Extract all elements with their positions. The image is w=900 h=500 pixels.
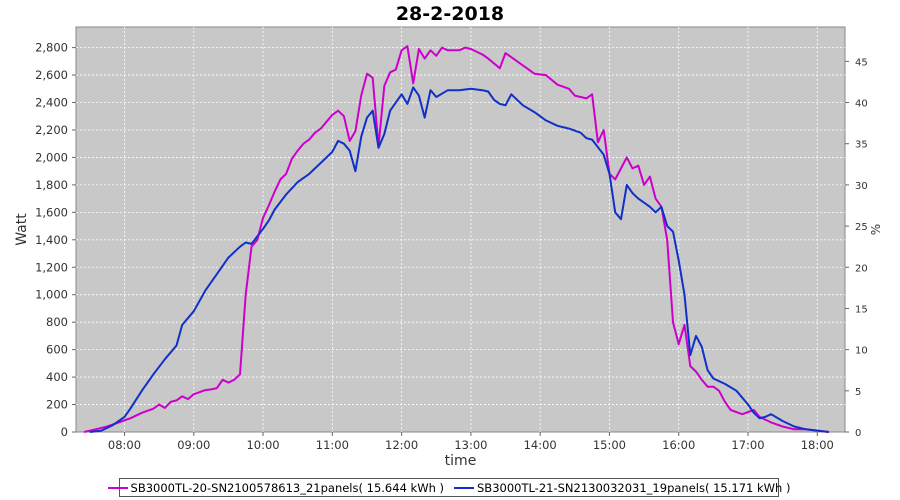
y2-tick-label: 25	[855, 222, 868, 233]
y-tick-label: 2,000	[35, 150, 68, 164]
y2-tick-label: 35	[855, 140, 868, 151]
legend-label-series-2: SB3000TL-21-SN2130032031_19panels( 15.17…	[477, 480, 791, 495]
y-tick-label: 2,600	[35, 68, 68, 82]
legend-item-series-1: SB3000TL-20-SN2100578613_21panels( 15.64…	[107, 480, 444, 495]
y2-tick-label: 5	[855, 387, 861, 398]
x-tick-label: 09:00	[177, 438, 210, 452]
plot-area	[75, 26, 846, 433]
series-line-2	[89, 86, 829, 433]
y-tick-label: 2,200	[35, 123, 68, 137]
legend-swatch-series-1	[107, 486, 128, 489]
x-tick-label: 16:00	[662, 438, 695, 452]
y-tick-label: 400	[46, 370, 68, 384]
y-tick-label: 1,000	[35, 288, 68, 302]
x-axis-title: time	[445, 453, 477, 469]
y-tick-label: 1,800	[35, 178, 68, 192]
y2-tick-label: 40	[855, 99, 868, 110]
y-tick-label: 800	[46, 315, 68, 329]
y-tick-label: 2,800	[35, 41, 68, 55]
y2-tick-label: 20	[855, 263, 868, 274]
chart-legend: SB3000TL-20-SN2100578613_21panels( 15.64…	[107, 478, 790, 497]
x-tick-label: 12:00	[385, 438, 418, 452]
y2-tick-label: 30	[855, 181, 868, 192]
y-axis-title: Watt	[14, 213, 30, 246]
x-tick-label: 10:00	[246, 438, 279, 452]
y2-tick-label: 10	[855, 346, 868, 357]
y2-tick-label: 45	[855, 57, 868, 68]
x-tick-label: 18:00	[801, 438, 834, 452]
legend-label-series-1: SB3000TL-20-SN2100578613_21panels( 15.64…	[130, 480, 444, 495]
y-tick-label: 600	[46, 343, 68, 357]
y-tick-label: 0	[61, 425, 68, 439]
y-tick-label: 1,200	[35, 260, 68, 274]
x-tick-label: 14:00	[524, 438, 557, 452]
x-tick-label: 11:00	[316, 438, 349, 452]
y-tick-label: 1,400	[35, 233, 68, 247]
chart-title: 28-2-2018	[395, 3, 505, 25]
y-tick-label: 2,400	[35, 96, 68, 110]
legend-swatch-series-2	[454, 486, 474, 489]
y-tick-label: 1,600	[35, 205, 68, 219]
x-tick-label: 15:00	[593, 438, 626, 452]
y2-axis-title: %	[869, 224, 883, 235]
x-tick-label: 13:00	[454, 438, 487, 452]
x-tick-label: 17:00	[731, 438, 764, 452]
legend-item-series-2: SB3000TL-21-SN2130032031_19panels( 15.17…	[454, 481, 790, 495]
x-tick-label: 08:00	[108, 438, 141, 452]
series-line-1	[83, 45, 829, 433]
y2-tick-label: 15	[855, 304, 868, 315]
y-tick-label: 200	[46, 398, 68, 412]
y2-tick-label: 0	[855, 428, 861, 439]
